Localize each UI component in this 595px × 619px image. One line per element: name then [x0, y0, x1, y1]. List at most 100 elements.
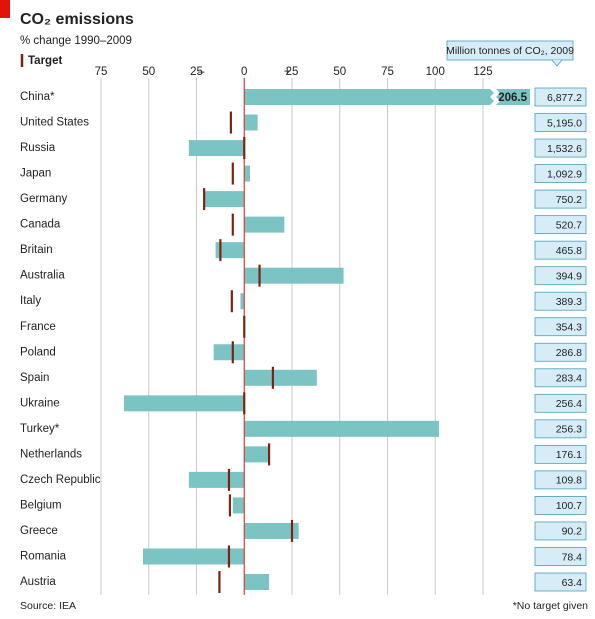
emission-box: [534, 215, 587, 235]
header-pointer: [551, 59, 563, 67]
emission-value: 286.8: [556, 347, 582, 359]
emission-value: 283.4: [556, 373, 582, 385]
emission-value: 465.8: [556, 245, 582, 257]
emission-value: 63.4: [562, 577, 583, 589]
bar: [244, 216, 285, 233]
emission-value: 6,877.2: [547, 92, 582, 104]
bar: [244, 574, 270, 590]
y-tick-label: Belgium: [20, 499, 62, 511]
x-tick-label: 75: [381, 66, 394, 78]
bar: [213, 344, 245, 361]
emissions-header: Million tonnes of CO₂, 2009: [446, 40, 574, 67]
brand-mark: [0, 0, 10, 18]
emission-value: 176.1: [556, 449, 582, 461]
bar: [244, 420, 440, 437]
y-tick-label: Germany: [20, 193, 68, 205]
source: Source: IEA: [20, 600, 76, 612]
chart-subtitle: % change 1990–2009: [20, 35, 132, 47]
emission-box: [534, 266, 587, 286]
y-tick-label: Spain: [20, 372, 49, 384]
x-tick-label: 75: [95, 66, 108, 78]
bar: [244, 89, 530, 105]
emission-value: 354.3: [556, 322, 582, 334]
bar: [123, 395, 245, 412]
x-tick-label: 50: [333, 66, 346, 78]
emission-box: [534, 164, 587, 183]
emissions-title: Million tonnes of CO₂, 2009: [446, 45, 574, 57]
x-tick-label: 50: [142, 66, 155, 78]
bar: [188, 471, 245, 488]
bar: [204, 191, 245, 208]
emission-value: 5,195.0: [547, 117, 582, 129]
emission-box: [534, 393, 587, 413]
y-tick-label: Poland: [20, 346, 56, 358]
emission-value: 1,532.6: [547, 143, 582, 155]
footnote: *No target given: [513, 600, 588, 612]
emission-value: 256.4: [556, 398, 582, 410]
legend-label: Target: [28, 55, 62, 67]
bar: [244, 165, 250, 182]
bar: [240, 293, 245, 310]
emission-box: [534, 444, 587, 464]
emission-box: [534, 521, 587, 541]
bar: [244, 446, 270, 463]
y-tick-label: Britain: [20, 244, 53, 256]
emission-value: 389.3: [556, 296, 582, 308]
bar: [143, 548, 245, 565]
emission-value: 750.2: [556, 194, 582, 206]
y-tick-label: Greece: [20, 525, 58, 537]
emission-box: [534, 317, 587, 337]
emission-box: [534, 342, 587, 362]
y-tick-label: Canada: [20, 219, 61, 231]
x-tick-label: 25: [190, 66, 203, 78]
emission-value: 90.2: [562, 526, 583, 538]
emission-box: [534, 113, 587, 132]
bar: [188, 140, 245, 157]
emission-value: 109.8: [556, 475, 582, 487]
y-tick-label: Ukraine: [20, 397, 60, 409]
emission-box: [534, 572, 587, 592]
emission-value: 394.9: [556, 270, 582, 282]
emission-value: 1,092.9: [547, 168, 582, 180]
sign-label: –: [198, 66, 205, 78]
y-tick-label: Australia: [20, 270, 65, 282]
y-tick-label: China*: [20, 91, 55, 103]
data-label: 206.5: [498, 92, 527, 104]
emission-value: 256.3: [556, 424, 582, 436]
emission-box: [534, 189, 587, 209]
bar: [244, 522, 299, 539]
sign-label: +: [284, 66, 291, 78]
y-tick-label: Japan: [20, 168, 51, 180]
emission-box: [534, 419, 587, 439]
y-tick-label: Czech Republic: [20, 474, 101, 486]
emission-box: [534, 240, 587, 260]
emission-value: 520.7: [556, 219, 582, 231]
bar: [244, 267, 344, 284]
y-tick-label: Russia: [20, 142, 56, 154]
y-tick-label: France: [20, 321, 56, 333]
emission-box: [534, 547, 587, 566]
chart-title: CO₂ emissions: [20, 11, 134, 28]
emission-box: [534, 291, 587, 311]
y-tick-label: United States: [20, 117, 89, 129]
y-tick-label: Italy: [20, 295, 41, 307]
x-tick-label: 125: [473, 66, 492, 78]
emission-value: 78.4: [562, 551, 583, 563]
bar: [244, 369, 317, 386]
emission-box: [534, 470, 587, 490]
x-tick-label: 0: [241, 66, 247, 78]
emission-box: [534, 87, 587, 107]
bar: [215, 242, 245, 259]
emission-value: 100.7: [556, 500, 582, 512]
emission-box: [534, 368, 587, 388]
y-tick-label: Netherlands: [20, 448, 82, 460]
y-tick-label: Turkey*: [20, 423, 60, 435]
header-box: [446, 40, 574, 61]
x-tick-label: 25: [286, 66, 299, 78]
emission-box: [534, 138, 587, 158]
y-tick-label: Romania: [20, 551, 67, 563]
y-tick-label: Austria: [20, 576, 56, 588]
bar: [244, 114, 258, 131]
bar: [232, 497, 245, 514]
